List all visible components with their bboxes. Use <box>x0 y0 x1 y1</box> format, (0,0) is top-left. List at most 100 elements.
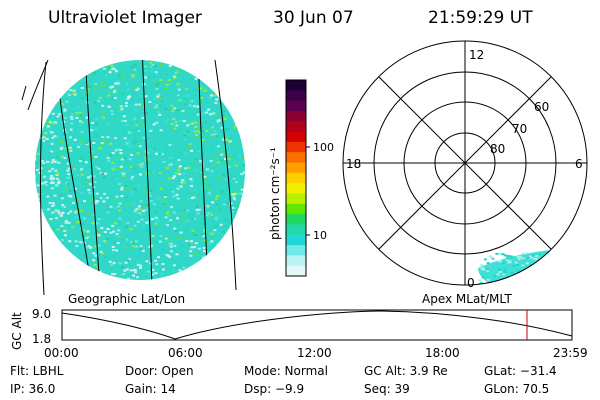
observation-date: 30 Jun 07 <box>273 8 354 28</box>
image-pixel <box>547 256 551 259</box>
image-pixel <box>181 64 185 67</box>
image-pixel <box>198 131 202 134</box>
colorbar-cell <box>286 193 306 205</box>
image-pixel <box>169 219 173 222</box>
image-pixel <box>198 66 202 68</box>
image-pixel <box>93 200 97 203</box>
image-pixel <box>234 192 238 195</box>
image-pixel <box>81 118 85 121</box>
image-pixel <box>205 130 208 133</box>
image-pixel <box>88 191 92 194</box>
image-pixel <box>132 142 135 145</box>
image-pixel <box>503 268 507 271</box>
altitude-xtick-1200: 12:00 <box>297 346 332 360</box>
image-pixel <box>136 87 140 90</box>
image-pixel <box>227 68 231 71</box>
image-pixel <box>233 75 237 78</box>
image-pixel <box>518 275 522 278</box>
image-pixel <box>186 94 190 97</box>
image-pixel <box>94 131 98 134</box>
image-pixel <box>185 124 189 127</box>
image-pixel <box>165 146 169 149</box>
image-pixel <box>101 84 104 87</box>
image-pixel <box>246 79 249 81</box>
image-pixel <box>506 259 509 262</box>
image-pixel <box>183 97 187 100</box>
image-pixel <box>133 188 137 191</box>
image-pixel <box>232 196 236 199</box>
image-pixel <box>233 193 237 196</box>
image-pixel <box>103 230 107 233</box>
image-pixel <box>227 236 231 239</box>
image-pixel <box>139 173 142 176</box>
image-pixel <box>92 175 96 178</box>
image-pixel <box>204 120 208 123</box>
image-pixel <box>60 239 64 242</box>
image-pixel <box>195 208 199 211</box>
image-pixel <box>93 181 97 183</box>
image-pixel <box>196 193 200 196</box>
image-pixel <box>244 257 245 260</box>
image-pixel <box>227 63 231 65</box>
colorbar-cell <box>286 121 306 133</box>
image-pixel <box>234 221 238 224</box>
image-pixel <box>102 110 106 113</box>
image-pixel <box>159 235 163 237</box>
image-pixel <box>148 101 152 103</box>
image-pixel <box>178 99 182 102</box>
image-pixel <box>133 141 137 144</box>
image-pixel <box>124 238 128 241</box>
image-pixel <box>146 136 150 139</box>
image-pixel <box>171 65 175 68</box>
image-pixel <box>36 271 40 274</box>
image-pixel <box>226 84 230 87</box>
image-pixel <box>223 91 226 94</box>
image-pixel <box>92 186 96 189</box>
image-pixel <box>211 95 215 97</box>
image-pixel <box>67 221 71 224</box>
image-pixel <box>541 278 545 281</box>
colorbar-cell <box>286 90 306 102</box>
image-pixel <box>208 128 212 131</box>
image-pixel <box>199 160 203 163</box>
image-pixel <box>138 205 141 208</box>
image-pixel <box>231 193 235 196</box>
image-pixel <box>61 111 65 114</box>
image-pixel <box>99 241 103 244</box>
image-pixel <box>238 206 242 209</box>
image-pixel <box>241 217 245 220</box>
image-pixel <box>54 241 58 244</box>
image-pixel <box>125 83 129 86</box>
image-pixel <box>128 132 132 134</box>
image-pixel <box>159 96 163 99</box>
image-pixel <box>104 172 108 175</box>
image-pixel <box>203 177 207 180</box>
image-pixel <box>48 170 52 173</box>
image-pixel <box>67 148 71 151</box>
image-pixel <box>146 268 150 271</box>
image-pixel <box>82 229 86 232</box>
image-pixel <box>168 64 172 67</box>
image-pixel <box>50 75 54 78</box>
image-pixel <box>61 204 65 206</box>
image-pixel <box>111 230 115 233</box>
image-pixel <box>210 170 214 173</box>
image-pixel <box>56 172 60 175</box>
image-pixel <box>53 135 57 138</box>
image-pixel <box>118 202 122 205</box>
image-pixel <box>62 120 66 123</box>
image-pixel <box>181 212 185 215</box>
image-pixel <box>126 88 130 91</box>
image-pixel <box>486 269 490 272</box>
image-pixel <box>145 260 149 263</box>
image-pixel <box>60 146 64 149</box>
image-pixel <box>532 276 536 279</box>
image-pixel <box>534 258 538 261</box>
image-pixel <box>54 209 58 212</box>
image-pixel <box>486 268 489 271</box>
image-pixel <box>503 271 507 274</box>
image-pixel <box>89 174 93 177</box>
image-pixel <box>226 87 230 90</box>
image-pixel <box>191 229 195 232</box>
image-pixel <box>60 225 64 228</box>
